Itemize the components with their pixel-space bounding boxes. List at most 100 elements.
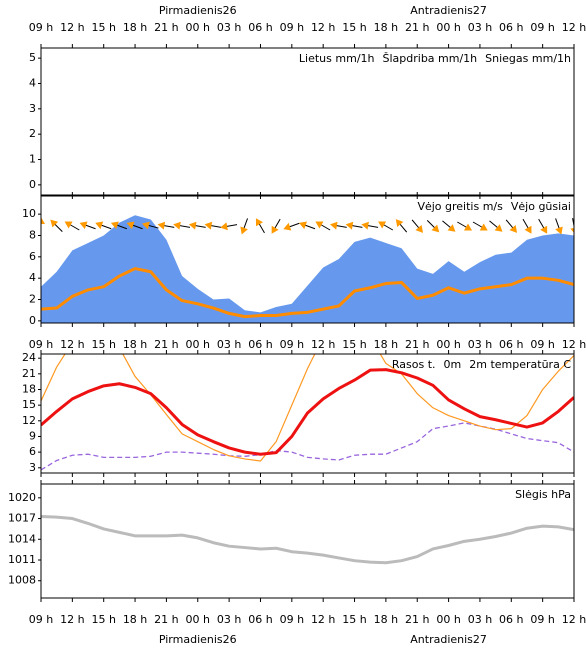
legend-label: Lietus mm/1h bbox=[299, 52, 375, 65]
wind-arrow bbox=[299, 221, 316, 230]
y-tick-label: 1020 bbox=[8, 491, 36, 504]
wind-arrow bbox=[555, 218, 563, 235]
x-tick-label: 18 h bbox=[374, 613, 398, 626]
x-tick-label: 06 h bbox=[248, 338, 272, 351]
x-tick-label: 21 h bbox=[154, 21, 178, 34]
x-tick-label: 15 h bbox=[91, 338, 115, 351]
x-tick-label: 09 h bbox=[280, 613, 304, 626]
arrow-head bbox=[329, 221, 338, 230]
day-label: Pirmadienis26 bbox=[159, 633, 237, 646]
wind-arrow bbox=[345, 221, 363, 230]
wind-arrow bbox=[411, 219, 424, 233]
arrow-shaft bbox=[489, 220, 499, 229]
x-tick-label: 03 h bbox=[217, 613, 241, 626]
wind-arrow bbox=[142, 221, 159, 230]
day-label: Antradienis27 bbox=[410, 633, 487, 646]
arrow-shaft bbox=[163, 224, 175, 228]
legend-label: 0m bbox=[444, 358, 462, 371]
wind-arrow bbox=[283, 222, 300, 231]
arrow-head bbox=[41, 217, 45, 224]
arrow-shaft bbox=[210, 224, 222, 228]
arrow-shaft bbox=[472, 221, 483, 228]
arrow-head bbox=[378, 221, 387, 229]
arrow-head bbox=[395, 219, 404, 228]
y-tick-label: 1011 bbox=[8, 553, 36, 566]
arrow-head bbox=[494, 224, 503, 232]
x-tick-label: 21 h bbox=[405, 21, 429, 34]
arrow-shaft bbox=[399, 223, 408, 233]
arrow-head bbox=[126, 221, 135, 230]
wind-arrow bbox=[79, 221, 96, 230]
x-tick-label: 00 h bbox=[436, 21, 460, 34]
y-tick-label: 18 bbox=[22, 382, 36, 395]
x-tick-label: 03 h bbox=[468, 338, 492, 351]
plot-layer bbox=[41, 514, 574, 565]
x-tick-label: 09 h bbox=[280, 21, 304, 34]
x-tick-label: 00 h bbox=[436, 338, 460, 351]
plot-layer bbox=[41, 354, 574, 471]
x-tick-label: 12 h bbox=[60, 338, 84, 351]
wind-arrow bbox=[271, 218, 281, 234]
plot-layer bbox=[41, 215, 574, 323]
data-line bbox=[41, 368, 574, 456]
arrow-shaft bbox=[505, 219, 514, 229]
arrow-shaft bbox=[555, 218, 560, 229]
y-tick-label: 5 bbox=[29, 51, 36, 64]
x-tick-label: 12 h bbox=[562, 613, 586, 626]
arrow-head bbox=[240, 226, 248, 235]
arrow-shaft bbox=[411, 219, 420, 229]
arrow-head bbox=[479, 223, 488, 231]
arrow-shaft bbox=[383, 224, 394, 231]
wind-arrow bbox=[95, 221, 112, 230]
wind-arrow bbox=[126, 221, 143, 230]
arrow-shaft bbox=[367, 224, 379, 228]
arrow-shaft bbox=[179, 224, 191, 228]
y-tick-label: 1017 bbox=[8, 512, 36, 525]
x-tick-label: 03 h bbox=[468, 613, 492, 626]
x-tick-label: 09 h bbox=[530, 613, 554, 626]
arrow-shaft bbox=[147, 224, 159, 229]
arrow-shaft bbox=[335, 224, 347, 228]
x-tick-label: 18 h bbox=[123, 21, 147, 34]
arrow-head bbox=[555, 226, 563, 235]
arrow-shaft bbox=[100, 224, 112, 230]
x-tick-label: 00 h bbox=[186, 338, 210, 351]
y-tick-label: 2 bbox=[29, 293, 36, 306]
x-tick-label: 18 h bbox=[123, 613, 147, 626]
wind-arrow bbox=[255, 218, 265, 234]
data-area bbox=[41, 215, 574, 323]
y-tick-label: 6 bbox=[29, 250, 36, 263]
wind-arrow bbox=[41, 217, 45, 234]
x-tick-label: 21 h bbox=[154, 613, 178, 626]
y-tick-label: 1014 bbox=[8, 532, 36, 545]
plot-frame bbox=[40, 483, 575, 599]
arrow-head bbox=[157, 221, 166, 230]
x-tick-label: 12 h bbox=[311, 613, 335, 626]
arrow-shaft bbox=[85, 224, 96, 230]
x-tick-label: 00 h bbox=[436, 613, 460, 626]
arrow-head bbox=[79, 221, 88, 230]
arrow-head bbox=[271, 225, 279, 234]
plot-frame bbox=[40, 353, 575, 474]
y-tick-label: 1 bbox=[29, 153, 36, 166]
arrow-shaft bbox=[243, 218, 249, 229]
x-tick-label: 03 h bbox=[468, 21, 492, 34]
arrow-head bbox=[173, 221, 181, 230]
arrow-head bbox=[570, 227, 574, 235]
wind-arrow bbox=[522, 218, 532, 234]
arrow-shaft bbox=[442, 220, 452, 229]
arrow-shaft bbox=[522, 218, 529, 229]
x-tick-label: 00 h bbox=[186, 21, 210, 34]
y-tick-label: 8 bbox=[29, 228, 36, 241]
x-tick-label: 06 h bbox=[499, 613, 523, 626]
arrow-head bbox=[142, 221, 150, 230]
x-tick-label: 15 h bbox=[91, 21, 115, 34]
arrow-head bbox=[110, 221, 119, 230]
y-tick-label: 24 bbox=[22, 351, 36, 364]
x-tick-label: 12 h bbox=[60, 613, 84, 626]
x-tick-label: 06 h bbox=[499, 338, 523, 351]
legend-label: Vėjo greitis m/s bbox=[417, 200, 503, 213]
x-tick-label: 09 h bbox=[530, 21, 554, 34]
wind-arrow bbox=[110, 221, 128, 230]
x-tick-label: 21 h bbox=[405, 613, 429, 626]
